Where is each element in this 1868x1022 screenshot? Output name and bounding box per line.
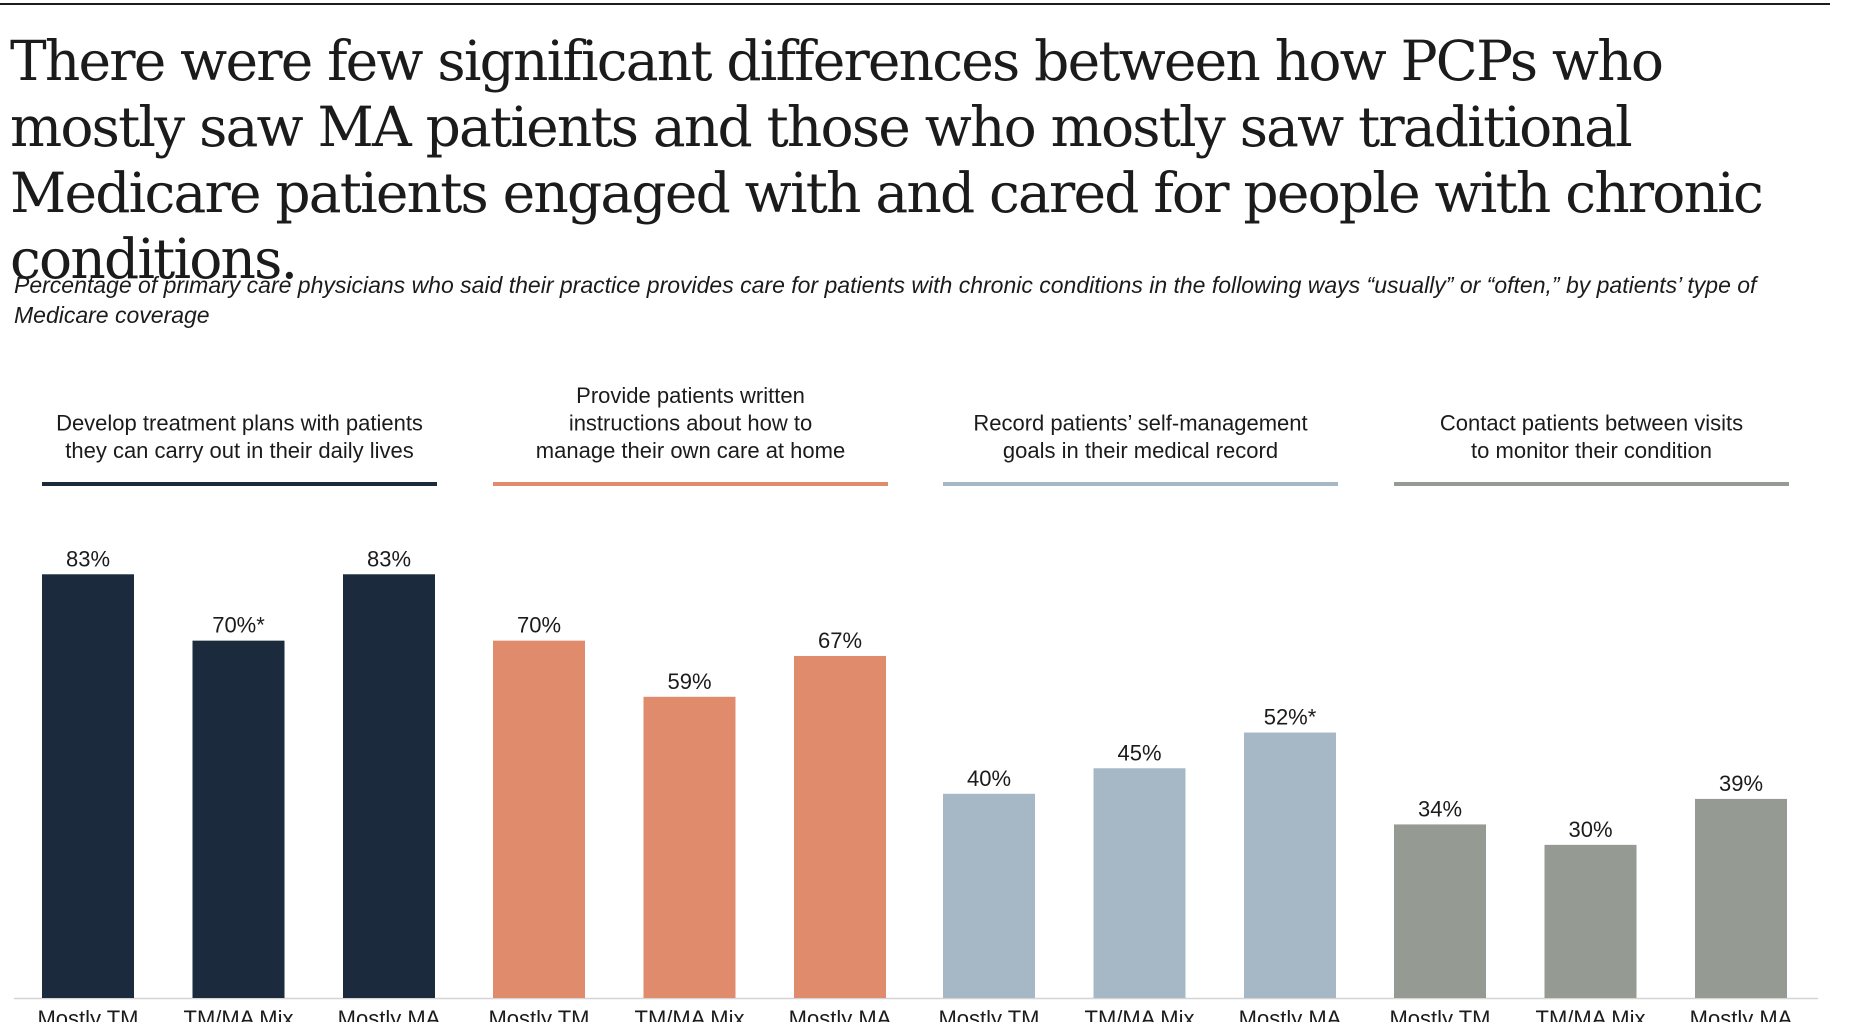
value-label-self-management-goals-tm-ma-mix: 45%	[1117, 740, 1161, 765]
category-label-contact-between-visits-mostly-tm: Mostly TM	[1389, 1006, 1490, 1022]
group-rule-contact-between-visits	[1394, 482, 1789, 486]
value-label-contact-between-visits-mostly-ma: 39%	[1719, 771, 1763, 796]
group-label-develop-plans-line-1: Develop treatment plans with patients	[56, 411, 423, 436]
category-label-self-management-goals-mostly-tm: Mostly TM	[938, 1006, 1039, 1022]
category-label-contact-between-visits-mostly-ma: Mostly MA	[1690, 1006, 1793, 1022]
value-label-contact-between-visits-mostly-tm: 34%	[1418, 796, 1462, 821]
category-label-self-management-goals-tm-ma-mix: TM/MA Mix	[1085, 1006, 1195, 1022]
bar-contact-between-visits-mostly-tm	[1394, 824, 1486, 998]
value-label-written-instructions-mostly-ma: 67%	[818, 628, 862, 653]
top-rule	[0, 3, 1830, 5]
category-label-written-instructions-tm-ma-mix: TM/MA Mix	[635, 1006, 745, 1022]
bar-self-management-goals-tm-ma-mix	[1093, 768, 1186, 998]
group-label-contact-between-visits-line-2: to monitor their condition	[1471, 438, 1712, 463]
group-label-contact-between-visits-line-1: Contact patients between visits	[1440, 411, 1743, 436]
group-rule-develop-plans	[42, 482, 437, 486]
group-label-self-management-goals-line-1: Record patients’ self-management	[973, 411, 1307, 436]
bar-self-management-goals-mostly-tm	[943, 793, 1035, 998]
category-label-written-instructions-mostly-tm: Mostly TM	[488, 1006, 589, 1022]
category-label-develop-plans-tm-ma-mix: TM/MA Mix	[184, 1006, 294, 1022]
bar-contact-between-visits-mostly-ma	[1695, 798, 1787, 998]
group-label-written-instructions-line-1: Provide patients written	[576, 383, 805, 408]
value-label-develop-plans-mostly-ma: 83%	[367, 546, 411, 571]
bar-develop-plans-mostly-ma	[343, 574, 435, 998]
group-label-written-instructions-line-2: instructions about how to	[569, 411, 812, 436]
value-label-self-management-goals-mostly-tm: 40%	[967, 766, 1011, 791]
category-label-develop-plans-mostly-tm: Mostly TM	[37, 1006, 138, 1022]
category-label-contact-between-visits-tm-ma-mix: TM/MA Mix	[1536, 1006, 1646, 1022]
group-label-self-management-goals-line-2: goals in their medical record	[1003, 438, 1278, 463]
value-label-develop-plans-tm-ma-mix: 70%*	[212, 613, 265, 638]
category-label-develop-plans-mostly-ma: Mostly MA	[338, 1006, 441, 1022]
group-rule-self-management-goals	[943, 482, 1338, 486]
bar-develop-plans-mostly-tm	[42, 574, 134, 998]
chart-title: There were few significant differences b…	[10, 29, 1764, 291]
group-label-written-instructions-line-3: manage their own care at home	[536, 438, 845, 463]
value-label-develop-plans-mostly-tm: 83%	[66, 546, 110, 571]
bar-contact-between-visits-tm-ma-mix	[1544, 844, 1637, 998]
value-label-written-instructions-mostly-tm: 70%	[517, 613, 561, 638]
category-label-self-management-goals-mostly-ma: Mostly MA	[1239, 1006, 1342, 1022]
group-rule-written-instructions	[493, 482, 888, 486]
value-label-self-management-goals-mostly-ma: 52%*	[1264, 705, 1317, 730]
bar-written-instructions-tm-ma-mix	[643, 696, 736, 998]
bar-self-management-goals-mostly-ma	[1244, 732, 1336, 998]
category-label-written-instructions-mostly-ma: Mostly MA	[789, 1006, 892, 1022]
group-label-develop-plans-line-2: they can carry out in their daily lives	[65, 438, 414, 463]
bar-written-instructions-mostly-tm	[493, 640, 585, 998]
bar-written-instructions-mostly-ma	[794, 655, 886, 998]
value-label-written-instructions-tm-ma-mix: 59%	[667, 669, 711, 694]
chart-subtitle: Percentage of primary care physicians wh…	[14, 272, 1757, 328]
value-label-contact-between-visits-tm-ma-mix: 30%	[1568, 817, 1612, 842]
bar-develop-plans-tm-ma-mix	[192, 640, 285, 998]
